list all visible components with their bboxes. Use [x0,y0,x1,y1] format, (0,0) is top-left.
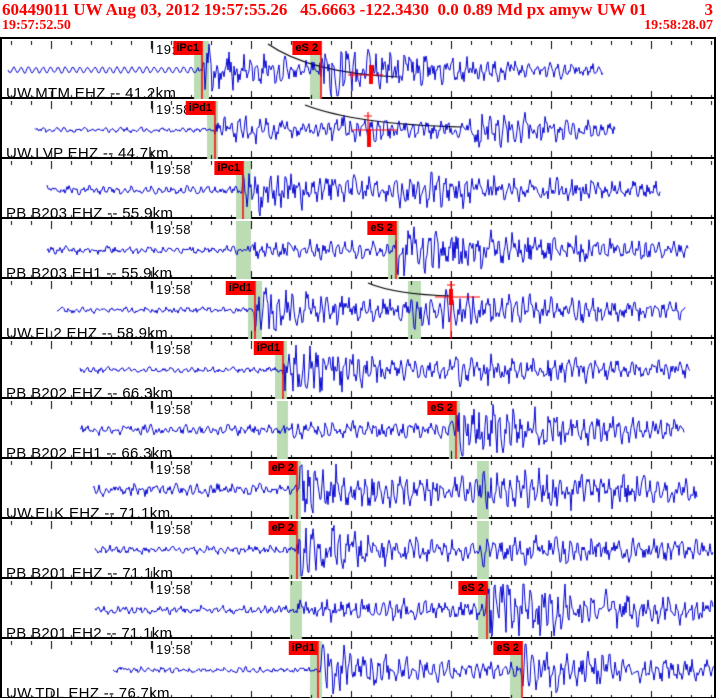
window-end-time: 19:58:28.07 [644,18,713,33]
pick-flag[interactable]: eS 2 [458,581,487,595]
trace-panel: 19:58 PB B201 EHZ -- 71.1km eP 2 [2,517,714,582]
waveform-canvas[interactable] [2,281,714,339]
trace-panel-stack: 19:58 UW.MTM EHZ -- 41.2km iPc1 eS 2 19:5… [0,37,716,698]
station-label: PB B202 EHZ -- 66.3km [6,385,174,402]
minute-time-label: 19:58 [156,282,192,297]
trace-panel: 19:58 PB B203 EH1 -- 55.9km eS 2 [2,217,714,282]
minute-time-label: 19:58 [156,222,192,237]
minute-time-label: 19:58 [156,162,192,177]
waveform-canvas[interactable] [2,521,714,579]
minute-time-label: 19:58 [156,342,192,357]
station-label: PB B203 EHZ -- 55.9km [6,205,174,222]
waveform-canvas[interactable] [2,641,714,698]
station-label: PB B201 EH2 -- 71.1km [6,625,173,642]
trace-panel: 19:58 PB B201 EH2 -- 71.1km eS 2 [2,577,714,642]
station-label: PB B202 EH1 -- 66.3km [6,445,173,462]
minute-time-label: 19:58 [156,102,192,117]
waveform-canvas[interactable] [2,161,714,219]
waveform-canvas[interactable] [2,101,714,159]
event-summary: 60449011 UW Aug 03, 2012 19:57:55.26 45.… [2,0,647,19]
waveform-canvas[interactable] [2,341,714,399]
waveform-canvas[interactable] [2,221,714,279]
trace-panel: 19:58 PB B202 EHZ -- 66.3km iPd1 [2,337,714,402]
event-reading-count: 3 [704,0,714,19]
minute-time-label: 19:58 [156,522,192,537]
station-label: UW.MTM EHZ -- 41.2km [6,85,177,102]
pick-flag[interactable]: eS 2 [427,401,456,415]
station-label: UW.TDL EHZ -- 76.7km [6,685,170,698]
pick-flag[interactable]: iPc1 [173,41,202,55]
station-label: UW.FL2 EHZ -- 58.9km [6,325,168,342]
trace-panel: 19:58 UW.ELK EHZ -- 71.1km eP 2 [2,457,714,522]
trace-panel: 19:58 PB B202 EH1 -- 66.3km eS 2 [2,397,714,462]
minute-time-label: 19:58 [156,642,192,657]
minute-time-label: 19:58 [156,462,192,477]
station-label: PB B201 EHZ -- 71.1km [6,565,174,582]
station-label: UW.ELK EHZ -- 71.1km [6,505,171,522]
pick-flag[interactable]: eS 2 [367,221,396,235]
pick-flag[interactable]: iPd1 [288,641,318,655]
waveform-canvas[interactable] [2,581,714,639]
minute-time-label: 19:58 [156,582,192,597]
station-label: UW.LVP EHZ -- 44.7km [6,145,169,162]
station-label: PB B203 EH1 -- 55.9km [6,265,173,282]
waveform-canvas[interactable] [2,401,714,459]
pick-flag[interactable]: eP 2 [268,521,297,535]
pick-flag[interactable]: eS 2 [493,641,522,655]
trace-panel: 19:58 PB B203 EHZ -- 55.9km iPc1 [2,157,714,222]
pick-flag[interactable]: iPc1 [214,161,243,175]
trace-panel: 19:58 UW.LVP EHZ -- 44.7km iPd1 [2,97,714,162]
waveform-canvas[interactable] [2,41,714,99]
waveform-canvas[interactable] [2,461,714,519]
pick-flag[interactable]: eP 2 [268,461,297,475]
event-header: 60449011 UW Aug 03, 2012 19:57:55.26 45.… [0,0,716,37]
minute-time-label: 19:58 [156,402,192,417]
pick-flag[interactable]: iPd1 [253,341,283,355]
pick-flag[interactable]: iPd1 [225,281,255,295]
pick-flag[interactable]: iPd1 [185,101,215,115]
trace-panel: 19:58 UW.FL2 EHZ -- 58.9km iPd1 [2,277,714,342]
trace-panel: 19:58 UW.TDL EHZ -- 76.7km iPd1 eS 2 [2,637,714,698]
pick-flag[interactable]: eS 2 [292,41,321,55]
window-start-time: 19:57:52.50 [2,18,71,33]
